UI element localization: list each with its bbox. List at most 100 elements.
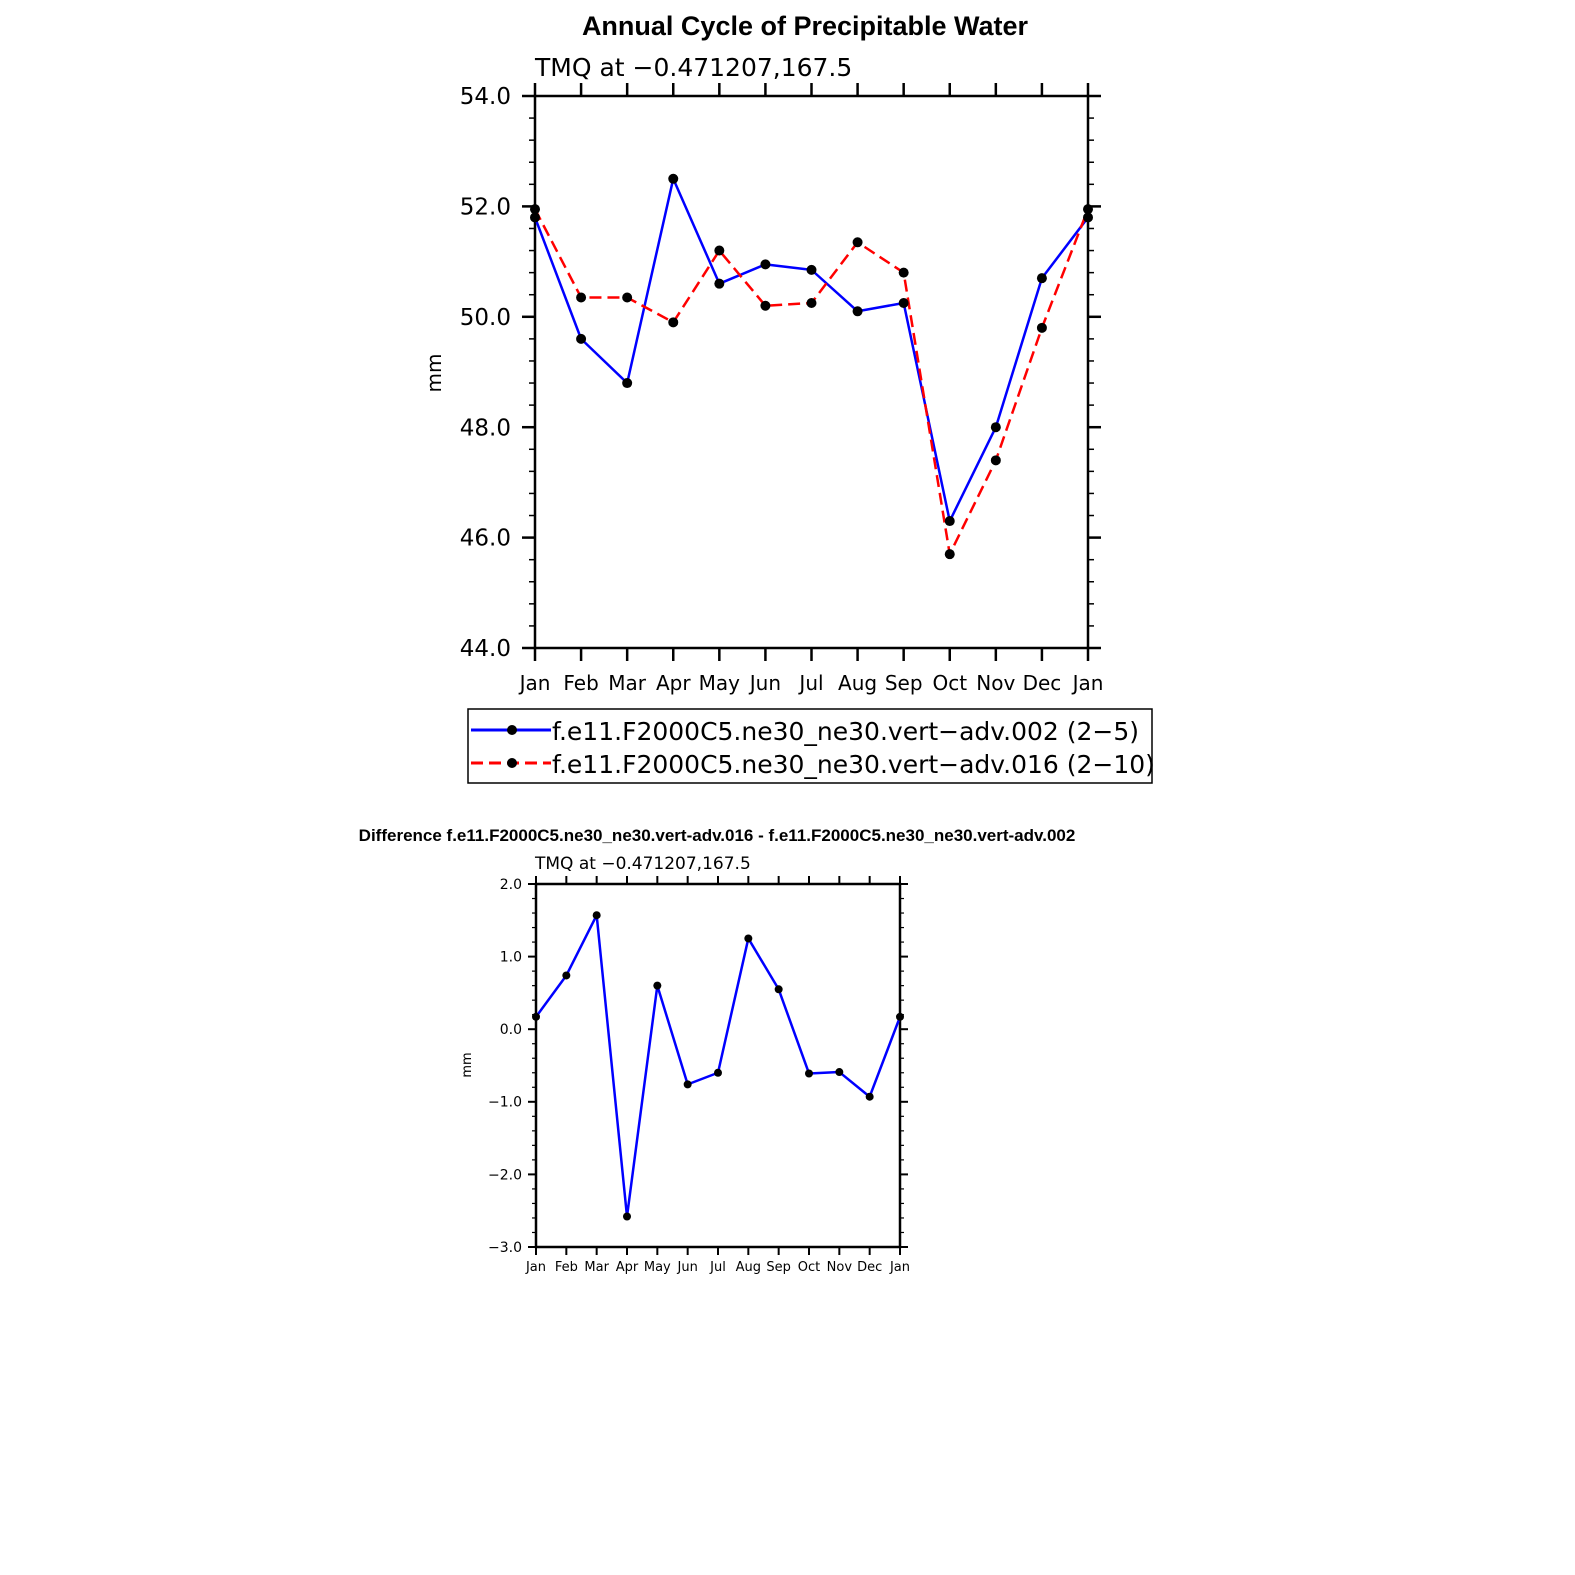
- series-2-point: [668, 317, 679, 328]
- series-2-point: [990, 455, 1001, 466]
- series-1-point: [760, 259, 771, 270]
- y-tick-label: 52.0: [460, 194, 511, 220]
- legend-label-series-1: f.e11.F2000C5.ne30_ne30.vert−adv.002 (2−…: [552, 717, 1139, 746]
- series-2-point: [1083, 204, 1093, 215]
- chart-subtitle: TMQ at −0.471207,167.5: [534, 53, 852, 82]
- y-tick-label: −1.0: [488, 1095, 522, 1111]
- series-2-point: [1036, 322, 1047, 333]
- series-1-point: [744, 934, 753, 943]
- series-1-point: [623, 1212, 631, 1221]
- series-1-point: [683, 1080, 692, 1089]
- top-axes: Jan Feb Mar Apr May Jun Jul Aug Sep Oct Nov Dec Jan 4…: [460, 83, 1104, 695]
- y-tick-label: 46.0: [460, 526, 511, 552]
- x-tick-label: Mar: [608, 671, 647, 695]
- series-1-point: [1036, 273, 1047, 284]
- x-tick-label: Aug: [838, 671, 877, 695]
- top-series-marks: [530, 173, 1093, 560]
- x-tick-label: Apr: [656, 671, 691, 695]
- series-1-point: [990, 422, 1001, 433]
- series-2-point: [806, 298, 817, 308]
- x-tick-label: Sep: [885, 671, 923, 695]
- legend-marker-series-1: [507, 725, 517, 735]
- x-tick-label: Dec: [1023, 671, 1062, 695]
- y-tick-label: 0.0: [500, 1022, 522, 1038]
- series-2-point: [944, 549, 955, 560]
- series-2-point: [622, 292, 633, 303]
- series-1-point: [532, 1012, 540, 1021]
- series-1-point: [622, 378, 633, 389]
- legend-label-series-2: f.e11.F2000C5.ne30_ne30.vert−adv.016 (2−…: [552, 750, 1155, 779]
- series-2-point: [530, 204, 540, 215]
- x-tick-label: Oct: [932, 671, 967, 695]
- x-tick-label: Jul: [797, 671, 823, 695]
- y-tick-label: 50.0: [460, 305, 511, 331]
- x-tick-label: Nov: [827, 1260, 853, 1275]
- y-tick-label: 1.0: [500, 950, 522, 966]
- series-2-point: [576, 292, 587, 303]
- legend-box: [467, 708, 1153, 784]
- series-line-1: [534, 913, 902, 1218]
- series-1-point: [714, 278, 725, 289]
- x-tick-label: Jan: [525, 1260, 546, 1275]
- plot-frame: [533, 94, 1090, 650]
- series-1-point: [592, 911, 601, 920]
- x-tick-label: May: [699, 671, 741, 695]
- x-tick-label: Feb: [555, 1260, 578, 1275]
- x-tick-label: Jan: [889, 1260, 910, 1275]
- difference-chart: Difference f.e11.F2000C5.ne30_ne30.vert-…: [359, 826, 1076, 1275]
- series-1-point: [835, 1068, 844, 1077]
- series-1-point: [852, 306, 863, 317]
- x-tick-label: Mar: [584, 1260, 609, 1275]
- series-1-point: [896, 1012, 904, 1021]
- precipitable-water-chart: Annual Cycle of Precipitable Water TMQ a…: [422, 11, 1155, 784]
- series-1-point: [944, 516, 955, 527]
- legend: f.e11.F2000C5.ne30_ne30.vert−adv.002 (2−…: [467, 708, 1155, 784]
- x-tick-label: Dec: [857, 1260, 882, 1275]
- series-2-point: [714, 245, 725, 256]
- x-tick-label: Aug: [736, 1260, 761, 1275]
- series-1-point: [576, 333, 587, 344]
- y-tick-label: −2.0: [488, 1167, 522, 1183]
- x-tick-label: Jun: [677, 1260, 698, 1275]
- x-tick-label: Jan: [518, 671, 551, 695]
- y-axis-label: mm: [422, 354, 446, 393]
- difference-subtitle: TMQ at −0.471207,167.5: [534, 854, 751, 874]
- x-tick-label: Sep: [766, 1260, 791, 1275]
- x-tick-label: Jan: [1071, 671, 1104, 695]
- x-tick-label: May: [644, 1260, 671, 1275]
- y-tick-label: −3.0: [488, 1240, 522, 1256]
- y-tick-label: 54.0: [460, 84, 511, 110]
- series-1-point: [530, 212, 540, 223]
- series-1-point: [898, 298, 909, 308]
- series-1-point: [668, 173, 679, 184]
- y-tick-label: 44.0: [460, 636, 511, 662]
- series-1-point: [806, 264, 817, 275]
- series-2-point: [898, 267, 909, 278]
- difference-title: Difference f.e11.F2000C5.ne30_ne30.vert-…: [359, 826, 1076, 845]
- series-1-point: [714, 1068, 722, 1077]
- series-line-2: [533, 208, 1090, 556]
- x-tick-label: Feb: [563, 671, 598, 695]
- difference-y-axis-label: mm: [460, 1052, 475, 1077]
- series-1-point: [774, 985, 783, 994]
- series-1-point: [562, 971, 571, 980]
- difference-axes: Jan Feb Mar Apr May Jun Jul Aug Sep Oct Nov Dec Jan−…: [488, 876, 910, 1275]
- x-tick-label: Oct: [798, 1260, 820, 1275]
- x-tick-label: Apr: [616, 1260, 639, 1275]
- series-line-1: [533, 177, 1089, 523]
- plot-frame: [534, 882, 902, 1249]
- series-1-point: [653, 981, 662, 990]
- series-1-point: [805, 1069, 813, 1078]
- series-1-point: [1083, 212, 1093, 223]
- series-1-point: [865, 1092, 874, 1101]
- x-tick-label: Jul: [709, 1260, 726, 1275]
- y-tick-label: 2.0: [500, 877, 522, 893]
- x-tick-label: Nov: [976, 671, 1015, 695]
- series-2-point: [852, 237, 863, 248]
- x-tick-label: Jun: [748, 671, 781, 695]
- legend-marker-series-2: [507, 758, 517, 768]
- y-tick-label: 48.0: [460, 415, 511, 441]
- series-2-point: [760, 300, 771, 311]
- chart-title: Annual Cycle of Precipitable Water: [582, 11, 1029, 41]
